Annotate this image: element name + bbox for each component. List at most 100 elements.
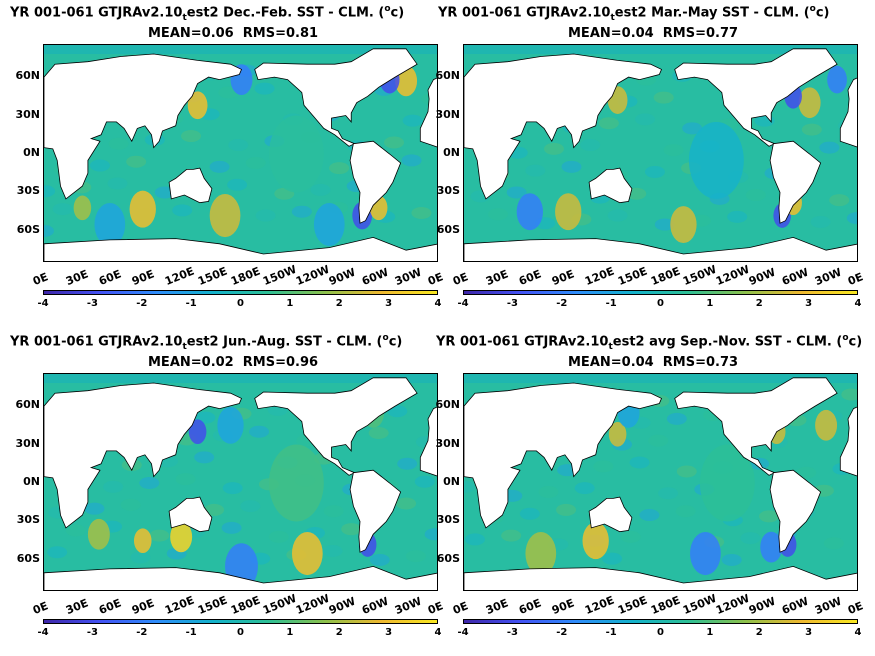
land-mass <box>419 406 437 477</box>
anomaly-texture <box>519 507 540 520</box>
lon-tick-label: 0E <box>426 270 445 289</box>
anomaly-blob <box>516 193 543 231</box>
lon-tick-label: 60W <box>780 594 811 618</box>
colorbar-tick-label: 1 <box>706 298 714 309</box>
land-mass <box>588 496 633 533</box>
anomaly-blob <box>582 522 609 560</box>
anomaly-texture <box>44 185 56 198</box>
anomaly-texture <box>506 186 527 199</box>
anomaly-texture <box>107 177 128 190</box>
lon-tick-label: 30E <box>483 267 510 289</box>
anomaly-blob <box>291 531 323 576</box>
anomaly-blob <box>555 193 582 231</box>
lon-tick-label: 60E <box>96 596 123 618</box>
arctic-sea-ice <box>464 45 857 54</box>
anomaly-texture <box>810 215 831 228</box>
anomaly-texture <box>740 532 761 545</box>
lat-tick-label: 60S <box>436 551 460 565</box>
lon-tick-label: 30W <box>393 594 424 618</box>
anomaly-texture <box>846 212 857 225</box>
land-mass <box>464 53 663 200</box>
title-sup: o <box>384 4 391 14</box>
title-sup: o <box>382 333 389 343</box>
anomaly-texture <box>682 122 703 135</box>
lon-tick-label: 60E <box>516 267 543 289</box>
lon-tick-label: 90E <box>129 596 156 618</box>
colorbar-tick-label: -1 <box>605 627 617 638</box>
title-end: c) <box>848 334 863 350</box>
land-mass <box>464 382 663 529</box>
lon-tick-label: 150E <box>195 264 229 289</box>
stats-gap <box>234 26 243 41</box>
anomaly-blob <box>170 521 193 553</box>
anomaly-texture <box>801 123 822 136</box>
title-pre: YR 001-061 GTJRAv2.10 <box>438 5 611 21</box>
anomaly-blob <box>608 421 627 447</box>
anomaly-texture <box>538 485 559 498</box>
title-pre: YR 001-061 GTJRAv2.10 <box>10 5 183 21</box>
panel-title: YR 001-061 GTJRAv2.10test2 Mar.-May SST … <box>438 4 829 23</box>
anomaly-texture <box>759 510 780 523</box>
colorbar-tick-label: -3 <box>86 298 98 309</box>
title-post: est2 avg Sep.-Nov. SST - CLM. ( <box>612 334 843 350</box>
lon-tick-label: 0E <box>846 270 865 289</box>
anomaly-blob <box>73 195 92 221</box>
colorbar-tick-label: -4 <box>457 627 469 638</box>
title-sub: t <box>182 12 187 23</box>
anomaly-texture <box>84 502 105 515</box>
colorbar-tick-label: 2 <box>335 298 343 309</box>
anomaly-texture <box>103 480 124 493</box>
lat-tick-label: 0N <box>23 475 40 488</box>
colorbar <box>463 619 858 624</box>
anomaly-texture <box>384 136 405 149</box>
anomaly-texture <box>593 460 614 473</box>
map-canvas <box>44 374 437 590</box>
colorbar-tick-label: -3 <box>506 298 518 309</box>
anomaly-texture <box>666 412 687 425</box>
anomaly-texture <box>525 164 546 177</box>
anomaly-blob <box>688 121 744 199</box>
colorbar-tick-label: 0 <box>657 627 664 638</box>
mean-value: MEAN=0.06 <box>148 26 234 41</box>
anomaly-texture <box>44 224 54 237</box>
land-mass <box>44 236 437 261</box>
anomaly-blob <box>798 87 821 119</box>
anomaly-texture <box>644 165 665 178</box>
land-mass <box>254 377 418 476</box>
colorbar-tick-label: -1 <box>185 298 197 309</box>
anomaly-texture <box>175 473 196 486</box>
anomaly-blob <box>827 65 847 94</box>
anomaly-texture <box>126 155 147 168</box>
title-end: c) <box>390 5 405 21</box>
colorbar-tick-label: 4 <box>434 627 442 638</box>
lon-tick-label: 90E <box>549 596 576 618</box>
anomaly-blob <box>268 444 324 522</box>
lon-tick-label: 120E <box>582 264 616 289</box>
colorbar-tick-label: -2 <box>136 627 148 638</box>
colorbar-tick-label: 4 <box>434 298 442 309</box>
colorbar-tick-label: 2 <box>335 627 343 638</box>
anomaly-texture <box>341 523 362 536</box>
anomaly-blob <box>690 531 721 576</box>
colorbar-tick-label: 0 <box>657 298 664 309</box>
rms-value: RMS=0.73 <box>662 355 739 370</box>
colorbar-tick-label: -2 <box>556 298 568 309</box>
panel-stats: MEAN=0.02 RMS=0.96 <box>148 355 318 370</box>
lon-tick-label: 30W <box>393 265 424 289</box>
anomaly-texture <box>607 209 628 222</box>
lon-tick-label: 30W <box>813 265 844 289</box>
anomaly-texture <box>65 524 86 537</box>
panel-stats: MEAN=0.06 RMS=0.81 <box>148 26 318 41</box>
anomaly-texture <box>796 466 817 479</box>
anomaly-texture <box>255 209 276 222</box>
colorbar-tick-label: 2 <box>755 298 763 309</box>
land-mass <box>168 496 213 533</box>
anomaly-blob <box>217 406 244 444</box>
sst-anomaly-map <box>463 44 858 262</box>
land-mass <box>349 140 402 224</box>
map-canvas <box>44 45 437 261</box>
mean-value: MEAN=0.02 <box>148 355 234 370</box>
anomaly-texture <box>291 205 312 218</box>
lon-tick-label: 90W <box>327 265 358 289</box>
arctic-sea-ice <box>464 374 857 383</box>
